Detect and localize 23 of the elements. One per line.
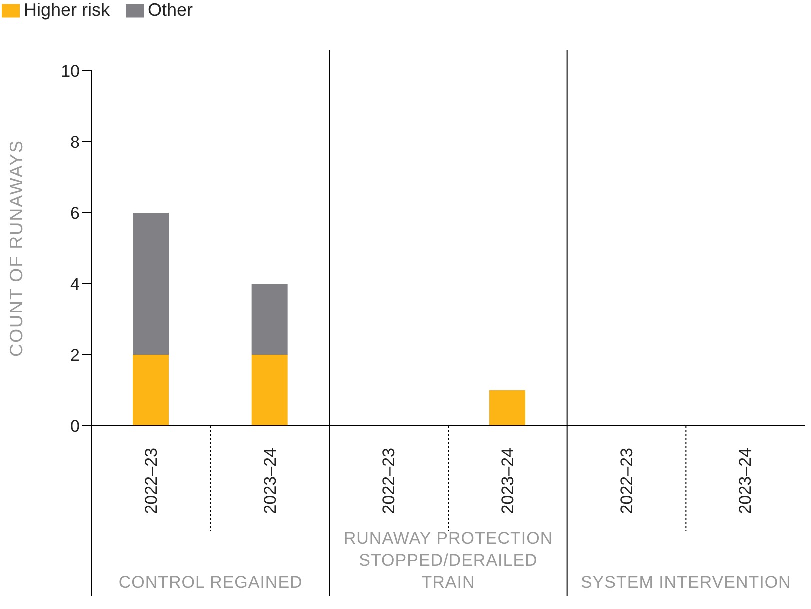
text: CONTROL REGAINED (118, 572, 304, 594)
bar (252, 284, 288, 355)
y-tick-label: 6 (70, 204, 80, 224)
text: SYSTEM INTERVENTION (580, 572, 792, 594)
text: RUNAWAY PROTECTION STOPPED/DERAILED TRAIN (342, 528, 554, 594)
legend-label: Other (148, 0, 194, 20)
x-tick-label: 2023–24 (736, 448, 756, 514)
x-tick-label: 2023–24 (498, 448, 518, 514)
bar (133, 213, 169, 355)
y-tick-label: 8 (70, 133, 80, 152)
bar (133, 355, 169, 426)
y-tick-label: 10 (61, 62, 80, 82)
y-tick-label: 4 (70, 275, 80, 294)
y-tick-label: 0 (70, 417, 80, 436)
x-tick-label: 2022–23 (617, 448, 636, 514)
x-tick-label: 2022–23 (380, 448, 399, 514)
bar (252, 355, 288, 426)
bar (490, 390, 526, 426)
y-tick-label: 2 (70, 346, 80, 366)
x-tick-label: 2023–24 (260, 448, 280, 514)
legend-label: Higher risk (24, 0, 110, 20)
x-tick-label: 2022–23 (142, 448, 161, 514)
y-axis-title: COUNT OF RUNAWAYS (6, 140, 26, 358)
